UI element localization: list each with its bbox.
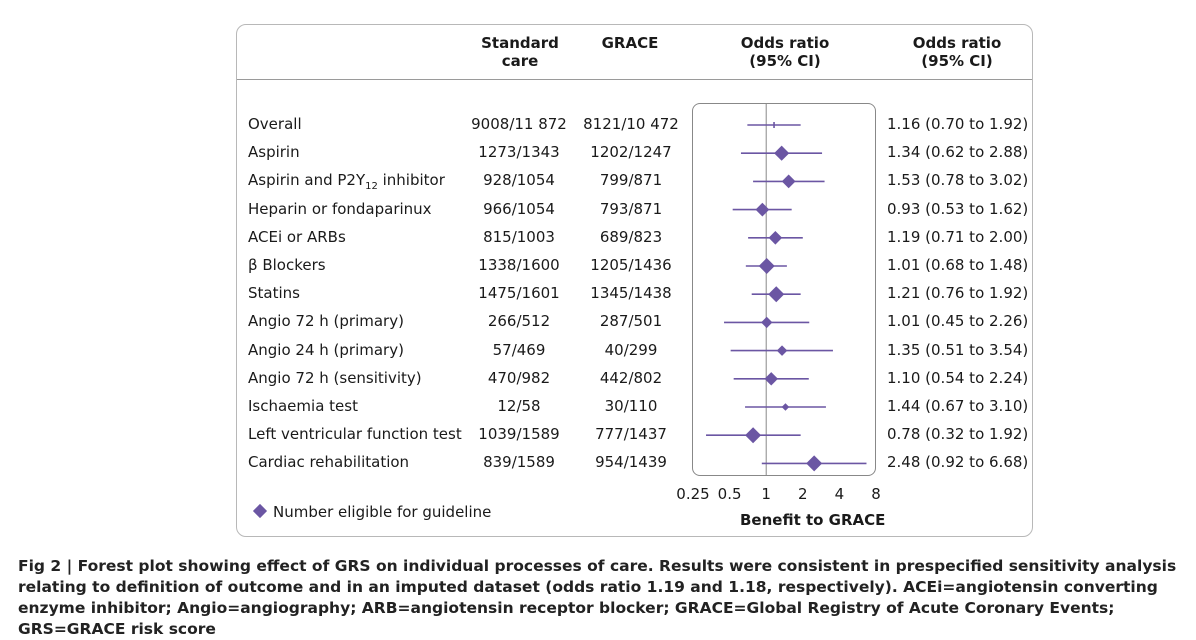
odds-ratio-text: 1.35 (0.51 to 3.54) [887,340,1029,359]
row-label: Angio 72 h (sensitivity) [248,368,422,387]
point-estimate-diamond [758,258,775,274]
figure-caption: Fig 2 | Forest plot showing effect of GR… [18,557,1177,638]
grace-value: 799/871 [599,171,663,190]
point-estimate-diamond [774,145,790,161]
odds-ratio-text: 2.48 (0.92 to 6.68) [887,453,1029,472]
standard-care-value: 470/982 [487,368,551,387]
standard-care-value: 1039/1589 [478,425,560,444]
legend-diamond-icon [252,503,268,519]
grace-value: 8121/10 472 [583,115,679,133]
grace-value: 954/1439 [595,453,667,472]
row-label: Angio 72 h (primary) [248,312,404,331]
odds-ratio-text: 0.78 (0.32 to 1.92) [887,425,1029,444]
point-estimate-diamond [755,202,770,217]
standard-care-value: 57/469 [492,340,546,359]
standard-care-value: 928/1054 [483,171,555,190]
row-label: Aspirin and P2Y12 inhibitor [248,171,445,193]
grace-value: 793/871 [599,199,663,218]
grace-value: 287/501 [599,312,663,331]
row-label: Angio 24 h (primary) [248,340,404,359]
x-tick-label: 2 [798,485,808,503]
odds-ratio-text: 1.10 (0.54 to 2.24) [887,368,1029,387]
row-label: ACEi or ARBs [248,227,346,246]
x-tick-label: 0.25 [676,485,710,503]
x-axis-label: Benefit to GRACE [740,511,886,529]
row-label: Overall [248,115,302,133]
point-estimate-diamond [781,174,796,189]
row-label: Left ventricular function test [248,425,462,444]
standard-care-value: 1475/1601 [478,284,560,303]
x-tick-label: 4 [834,485,845,503]
row-label: Aspirin [248,143,300,162]
odds-ratio-text: 1.44 (0.67 to 3.10) [887,397,1029,415]
grace-value: 1202/1247 [590,143,672,162]
standard-care-value: 966/1054 [483,199,555,218]
odds-ratio-text: 0.93 (0.53 to 1.62) [887,199,1029,218]
point-estimate-diamond [806,455,823,472]
odds-ratio-text: 1.34 (0.62 to 2.88) [887,143,1029,162]
odds-ratio-text: 1.01 (0.45 to 2.26) [887,312,1029,331]
point-estimate-diamond [761,316,773,329]
grace-value: 30/110 [604,397,658,415]
standard-care-value: 1338/1600 [478,256,560,274]
x-tick-label: 1 [761,485,771,503]
row-label: Statins [248,284,300,303]
grace-value: 777/1437 [595,425,667,444]
header-grace: GRACE [601,34,659,52]
grace-value: 1205/1436 [590,256,672,274]
standard-care-value: 12/58 [497,397,541,415]
point-estimate-diamond [781,403,790,411]
x-tick-label: 8 [871,485,881,503]
row-label: Heparin or fondaparinux [248,199,432,218]
legend: Number eligible for guideline [252,503,491,521]
odds-ratio-text: 1.21 (0.76 to 1.92) [887,284,1029,303]
row-label: β Blockers [248,256,326,274]
standard-care-value: 9008/11 872 [471,115,567,133]
row-label: Ischaemia test [248,397,358,415]
standard-care-value: 815/1003 [483,227,555,246]
grace-value: 1345/1438 [590,284,672,303]
odds-ratio-text: 1.16 (0.70 to 1.92) [887,115,1029,133]
standard-care-value: 266/512 [487,312,551,331]
legend-text: Number eligible for guideline [273,503,492,521]
grace-value: 40/299 [604,340,658,359]
grace-value: 442/802 [599,368,663,387]
point-estimate-diamond [776,345,788,356]
odds-ratio-text: 1.01 (0.68 to 1.48) [887,256,1029,274]
point-estimate-diamond [768,231,783,245]
figure-panel [236,24,1033,537]
point-estimate-diamond [764,372,778,386]
header-odds-ratio-text: Odds ratio (95% CI) [912,34,1002,70]
x-tick-label: 0.5 [717,485,742,503]
odds-ratio-text: 1.19 (0.71 to 2.00) [887,227,1029,246]
plot-frame [692,103,876,476]
grace-value: 689/823 [599,227,663,246]
standard-care-value: 1273/1343 [478,143,560,162]
point-estimate-diamond [745,427,762,444]
row-label: Cardiac rehabilitation [248,453,410,472]
point-estimate-diamond [768,286,785,303]
standard-care-value: 839/1589 [483,453,555,472]
header-odds-ratio-plot: Odds ratio (95% CI) [740,34,830,70]
odds-ratio-text: 1.53 (0.78 to 3.02) [887,171,1029,190]
header-divider [237,79,1032,80]
header-standard-care: Standard care [481,34,559,70]
